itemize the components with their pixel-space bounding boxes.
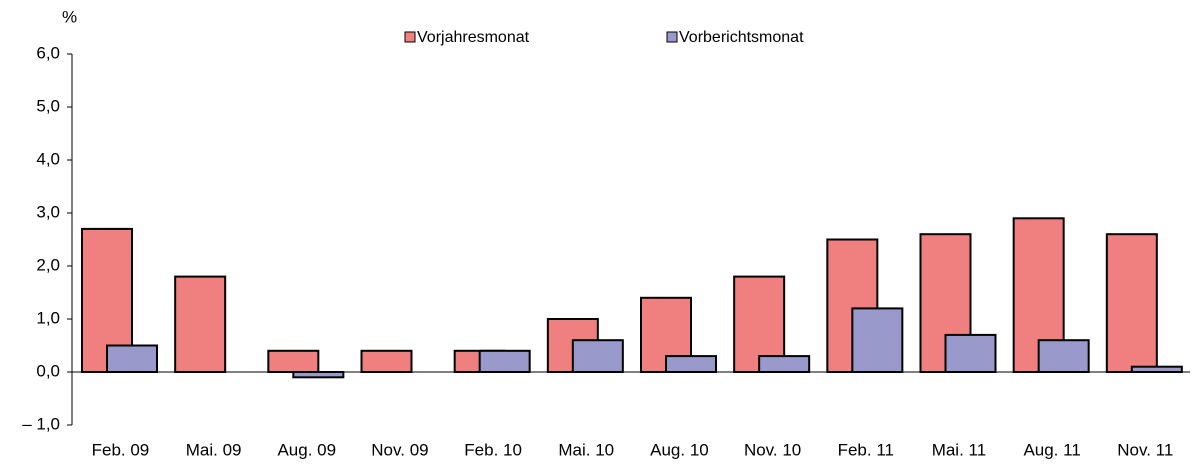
- bar: [571, 339, 624, 374]
- x-tick-label: Aug. 11: [1023, 440, 1080, 459]
- bar: [851, 307, 904, 373]
- bar: [174, 275, 227, 374]
- bar: [267, 349, 320, 373]
- bar: [665, 355, 717, 374]
- y-tick-label: – 1,0: [22, 414, 60, 433]
- bar: [106, 344, 158, 373]
- x-tick-label: Nov. 11: [1117, 440, 1173, 459]
- bar: [360, 349, 413, 373]
- y-tick-label: 1,0: [36, 308, 60, 327]
- bar: [1105, 233, 1158, 373]
- y-axis-label: %: [62, 7, 77, 26]
- x-tick-label: Mai. 11: [932, 440, 987, 459]
- legend-label: Vorjahresmonat: [417, 29, 530, 46]
- legend-label: Vorberichtsmonat: [679, 29, 804, 46]
- x-tick-label: Nov. 09: [371, 440, 428, 459]
- bar: [292, 371, 345, 379]
- x-tick-label: Feb. 11: [838, 440, 894, 459]
- y-tick-label: 2,0: [36, 255, 60, 274]
- y-tick-label: 4,0: [36, 149, 60, 168]
- y-tick-label: 0,0: [36, 361, 60, 380]
- x-tick-label: Nov. 10: [744, 440, 801, 459]
- legend-swatch: [666, 31, 678, 43]
- y-tick-label: 6,0: [36, 43, 60, 62]
- bar: [758, 355, 811, 374]
- x-tick-label: Feb. 10: [464, 440, 522, 459]
- x-tick-label: Mai. 09: [186, 440, 242, 459]
- y-tick-label: 3,0: [36, 202, 60, 221]
- bar: [1037, 339, 1090, 374]
- x-tick-label: Aug. 10: [650, 440, 709, 459]
- bar: [1130, 365, 1183, 374]
- legend-swatch: [404, 31, 416, 43]
- x-tick-label: Feb. 09: [92, 440, 150, 459]
- x-tick-label: Mai. 10: [558, 440, 614, 459]
- bar: [944, 333, 997, 373]
- x-tick-label: Aug. 09: [277, 440, 336, 459]
- y-tick-label: 5,0: [36, 96, 60, 115]
- bar: [478, 349, 531, 373]
